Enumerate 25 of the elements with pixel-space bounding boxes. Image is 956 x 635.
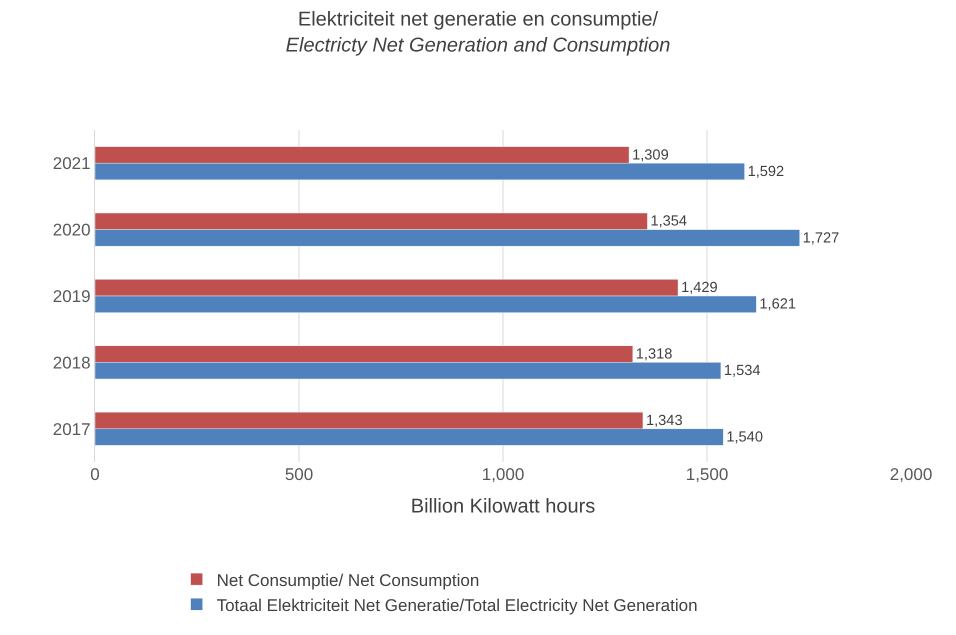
y-tick-label: 2019 [52, 286, 91, 306]
data-label: 1,354 [650, 214, 688, 230]
data-label: 1,318 [636, 346, 672, 362]
legend-label: Totaal Elektriciteit Net Generatie/Total Electricity Net Generation [216, 596, 698, 615]
data-label: 1,429 [681, 280, 718, 296]
legend-label: Net Consumptie/ Net Consumption [216, 570, 480, 590]
x-axis-title: Billion Kilowatt hours [410, 496, 596, 518]
data-label: 1,592 [748, 164, 784, 180]
x-tick-label: 1,500 [686, 465, 728, 484]
y-tick-label: 2018 [52, 353, 91, 372]
x-tick-label: 500 [284, 465, 314, 484]
data-label: 1,309 [632, 147, 669, 164]
data-label: 1,343 [646, 412, 683, 429]
data-label: 1,727 [802, 230, 840, 246]
data-label: 1,534 [724, 363, 761, 380]
x-tick-label: 2,000 [890, 465, 932, 484]
data-label: 1,540 [726, 429, 763, 446]
y-tick-label: 2017 [52, 420, 91, 439]
chart-subtitle: Electricty Net Generation and Consumption [286, 34, 670, 56]
y-tick-label: 2021 [52, 154, 91, 174]
data-label: 1,621 [759, 296, 796, 313]
chart-title: Elektriciteit net generatie en consumptie/ [298, 8, 659, 30]
y-tick-label: 2020 [52, 220, 91, 240]
x-tick-label: 1,000 [482, 465, 524, 484]
x-tick-label: 0 [90, 465, 100, 484]
